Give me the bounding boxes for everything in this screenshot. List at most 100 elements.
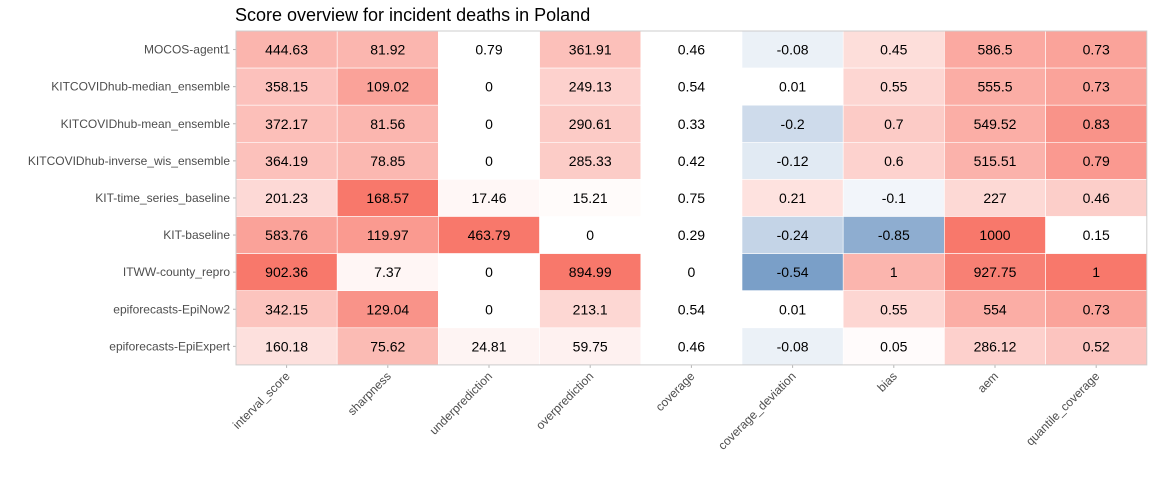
row-label-model: KIT-baseline xyxy=(163,228,230,242)
heatmap-cell xyxy=(741,216,844,254)
cell-value-label: 0 xyxy=(485,301,493,317)
heatmap-cell xyxy=(640,327,743,366)
cell-value-label: -0.2 xyxy=(781,116,805,132)
heatmap-cell xyxy=(336,142,439,180)
cell-value-label: 358.15 xyxy=(265,79,308,95)
heatmap-cell xyxy=(539,142,642,180)
cell-value-label: 286.12 xyxy=(974,338,1017,354)
cell-value-label: 0.79 xyxy=(1083,153,1110,169)
row-label-model: KITCOVIDhub-mean_ensemble xyxy=(61,117,231,131)
row-label-model: KITCOVIDhub-inverse_wis_ensemble xyxy=(28,154,230,168)
cell-value-label: 0.05 xyxy=(880,338,907,354)
cell-value-label: 0.55 xyxy=(880,301,907,317)
cell-value-label: 59.75 xyxy=(573,338,608,354)
heatmap-cell xyxy=(842,327,945,366)
cell-value-label: 201.23 xyxy=(265,190,308,206)
heatmap-cell xyxy=(336,327,439,366)
cell-value-label: 0.01 xyxy=(779,301,806,317)
heatmap-cell xyxy=(336,253,439,292)
cell-value-label: 342.15 xyxy=(265,301,308,317)
heatmap-cell xyxy=(741,290,844,329)
cell-value-label: 0 xyxy=(485,79,493,95)
cell-value-label: 24.81 xyxy=(471,338,506,354)
heatmap-cell xyxy=(336,216,439,254)
panel-border xyxy=(235,30,1148,366)
heatmap-cell xyxy=(235,67,338,106)
cell-value-label: 0.29 xyxy=(678,227,705,243)
column-label-metric: coverage_deviation xyxy=(715,369,798,452)
heatmap-cell xyxy=(539,104,642,143)
column-label-metric: aem xyxy=(975,369,1001,395)
cell-value-label: 586.5 xyxy=(977,42,1012,58)
cell-value-label: 75.62 xyxy=(370,338,405,354)
heatmap-cell xyxy=(438,179,540,217)
cell-value-label: 0.79 xyxy=(475,42,502,58)
cell-value-label: 583.76 xyxy=(265,227,308,243)
heatmap-cell xyxy=(1045,216,1148,254)
cell-value-label: 7.37 xyxy=(374,264,401,280)
heatmap-cell xyxy=(1045,67,1148,106)
column-label-metric: sharpness xyxy=(345,369,394,418)
cell-value-label: 17.46 xyxy=(471,190,506,206)
column-label-metric: overprediction xyxy=(533,369,596,432)
cell-value-label: -0.1 xyxy=(882,190,906,206)
cell-value-label: 0 xyxy=(485,116,493,132)
heatmap-cell xyxy=(640,216,743,254)
heatmap-cell xyxy=(640,30,743,69)
cell-value-label: 0.15 xyxy=(1083,227,1110,243)
cell-value-label: 290.61 xyxy=(569,116,612,132)
cell-value-label: 0.46 xyxy=(678,338,705,354)
cell-value-label: 372.17 xyxy=(265,116,308,132)
cell-value-label: 0.01 xyxy=(779,79,806,95)
heatmap-cell xyxy=(336,30,439,69)
cell-value-label: 0.55 xyxy=(880,79,907,95)
heatmap-cell xyxy=(842,290,945,329)
cell-value-label: 0.7 xyxy=(884,116,904,132)
cell-value-label: 0.33 xyxy=(678,116,705,132)
cell-value-label: 160.18 xyxy=(265,338,308,354)
heatmap-cell xyxy=(539,179,642,217)
cell-value-label: 0.83 xyxy=(1083,116,1110,132)
heatmap-cell xyxy=(539,30,642,69)
cell-value-label: 15.21 xyxy=(573,190,608,206)
cell-value-label: 549.52 xyxy=(974,116,1017,132)
heatmap-cell xyxy=(741,179,844,217)
cell-value-label: 227 xyxy=(983,190,1007,206)
cell-value-label: 81.92 xyxy=(370,42,405,58)
cell-value-label: 249.13 xyxy=(569,79,612,95)
heatmap-cell xyxy=(640,104,743,143)
heatmap-cell xyxy=(842,67,945,106)
cell-value-label: 902.36 xyxy=(265,264,308,280)
heatmap-cell xyxy=(842,104,945,143)
heatmap-cell xyxy=(640,67,743,106)
column-label-metric: coverage xyxy=(653,369,698,414)
heatmap-cell xyxy=(438,253,540,292)
cell-value-label: 1000 xyxy=(979,227,1010,243)
heatmap-cell xyxy=(235,253,338,292)
heatmap-cell xyxy=(539,67,642,106)
cell-value-label: 0.73 xyxy=(1083,79,1110,95)
cell-value-label: 555.5 xyxy=(977,79,1012,95)
heatmap-cell xyxy=(741,327,844,366)
heatmap-cell xyxy=(539,327,642,366)
heatmap-cell xyxy=(741,67,844,106)
cell-value-label: -0.85 xyxy=(878,227,910,243)
row-label-model: KITCOVIDhub-median_ensemble xyxy=(51,80,230,94)
heatmap-cell xyxy=(539,290,642,329)
cell-value-label: 894.99 xyxy=(569,264,612,280)
cell-value-label: 0.52 xyxy=(1083,338,1110,354)
heatmap-cell xyxy=(336,179,439,217)
row-label-model: ITWW-county_repro xyxy=(123,265,230,279)
cell-value-label: 0.73 xyxy=(1083,301,1110,317)
heatmap-cell xyxy=(1045,142,1148,180)
row-label-model: KIT-time_series_baseline xyxy=(95,191,230,205)
cell-value-label: 463.79 xyxy=(468,227,511,243)
column-label-metric: underprediction xyxy=(427,369,495,437)
cell-value-label: -0.12 xyxy=(777,153,809,169)
heatmap-cell xyxy=(944,216,1046,254)
cell-value-label: 0 xyxy=(688,264,696,280)
cell-value-label: 1 xyxy=(890,264,898,280)
cell-value-label: 361.91 xyxy=(569,42,612,58)
cell-value-label: 78.85 xyxy=(370,153,405,169)
